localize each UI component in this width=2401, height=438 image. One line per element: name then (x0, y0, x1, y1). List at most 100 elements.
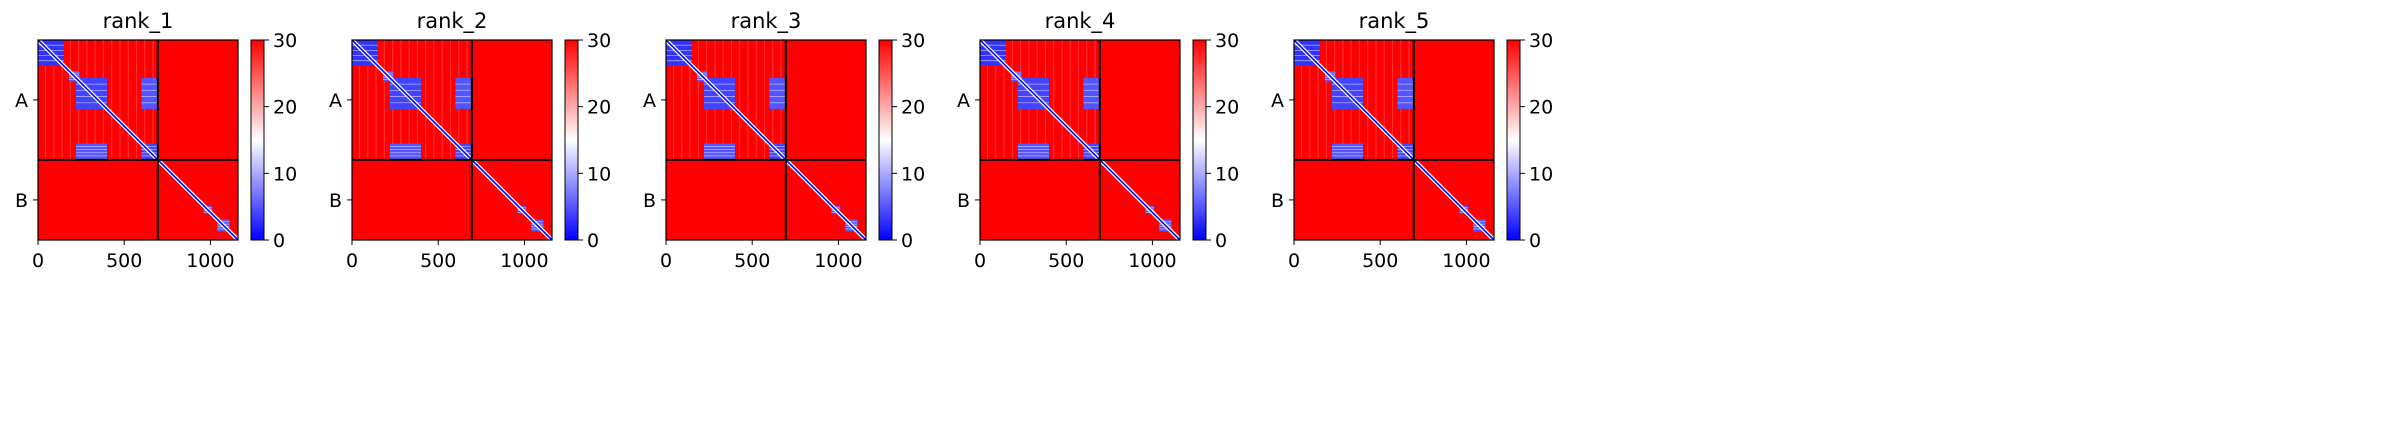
colorbar-tick-label: 0 (1215, 230, 1227, 252)
chain-label: A (643, 90, 656, 112)
colorbar (1192, 39, 1207, 241)
colorbar-tick-label: 30 (901, 30, 925, 52)
heatmap-texture (1367, 40, 1369, 160)
x-tick-label: 1000 (500, 250, 548, 272)
heatmap-texture (1375, 40, 1377, 160)
heatmap-texture (1061, 40, 1063, 160)
heatmap-plot (980, 40, 1180, 240)
low-error-region (703, 143, 735, 159)
heatmap-texture (367, 40, 369, 160)
panel-title: rank_1 (103, 9, 174, 34)
chain-label: B (15, 190, 28, 212)
plot-frame (979, 39, 1181, 241)
heatmap-texture (689, 40, 691, 160)
heatmap-texture (135, 40, 138, 160)
heatmap-texture (44, 40, 47, 160)
heatmap-texture (1053, 40, 1055, 160)
heatmap-texture (441, 40, 443, 160)
heatmap-texture (61, 40, 63, 160)
chain-label: B (643, 190, 656, 212)
x-tick-label: 500 (420, 250, 456, 272)
diagonal-line (666, 40, 866, 240)
x-tick-label: 1000 (186, 250, 234, 272)
colorbar-tick-label: 30 (1215, 30, 1239, 52)
heatmap-texture (1325, 40, 1327, 160)
colorbar-tick-label: 20 (273, 97, 297, 119)
colorbar (564, 39, 579, 241)
heatmap-texture (697, 40, 699, 160)
panel-title: rank_2 (417, 9, 488, 34)
heatmap-texture (1077, 40, 1080, 160)
chain-label: A (15, 90, 28, 112)
colorbar (878, 39, 893, 241)
heatmap-texture (1003, 40, 1005, 160)
plot-frame (351, 39, 553, 241)
heatmap-texture (425, 40, 427, 160)
colorbar-tick-label: 0 (587, 230, 599, 252)
plot-frame (1293, 39, 1495, 241)
low-error-region (1017, 143, 1049, 159)
low-error-region (769, 77, 785, 109)
heatmap-texture (449, 40, 452, 160)
panel-title: rank_5 (1359, 9, 1430, 34)
chain-label: A (957, 90, 970, 112)
colorbar-tick-label: 20 (587, 97, 611, 119)
heatmap-texture (1391, 40, 1394, 160)
colorbar-tick-label: 0 (273, 230, 285, 252)
heatmap-texture (763, 40, 766, 160)
heatmap-texture (739, 40, 741, 160)
x-tick-label: 1000 (1442, 250, 1490, 272)
x-tick-label: 0 (974, 250, 986, 272)
heatmap-texture (69, 40, 71, 160)
colorbar-tick-label: 30 (587, 30, 611, 52)
panel-title: rank_4 (1045, 9, 1116, 34)
heatmap-texture (358, 40, 361, 160)
heatmap-texture (111, 40, 113, 160)
colorbar-tick-label: 20 (1529, 97, 1553, 119)
heatmap-texture (1317, 40, 1319, 160)
heatmap-plot (38, 40, 238, 240)
heatmap-texture (1383, 40, 1385, 160)
panel-title: rank_3 (731, 9, 802, 34)
heatmap-plot (352, 40, 552, 240)
x-tick-label: 0 (1288, 250, 1300, 272)
x-tick-label: 500 (106, 250, 142, 272)
chain-label: B (329, 190, 342, 212)
low-error-region (75, 143, 107, 159)
colorbar-tick-label: 10 (587, 163, 611, 185)
colorbar-tick-label: 10 (901, 163, 925, 185)
x-tick-label: 1000 (1128, 250, 1176, 272)
x-tick-label: 500 (1362, 250, 1398, 272)
x-tick-label: 0 (32, 250, 44, 272)
low-error-region (389, 143, 421, 159)
colorbar-tick-label: 10 (273, 163, 297, 185)
plot-frame (665, 39, 867, 241)
heatmap-texture (433, 40, 435, 160)
colorbar-tick-label: 20 (1215, 97, 1239, 119)
diagonal-line (352, 40, 552, 240)
colorbar-tick-label: 10 (1529, 163, 1553, 185)
heatmap-texture (681, 40, 683, 160)
x-tick-label: 500 (734, 250, 770, 272)
heatmap-texture (375, 40, 377, 160)
colorbar-tick-label: 30 (273, 30, 297, 52)
low-error-region (1397, 77, 1413, 109)
heatmap-texture (1011, 40, 1013, 160)
heatmap-texture (1309, 40, 1311, 160)
colorbar-tick-label: 30 (1529, 30, 1553, 52)
panel-rank_3: rank_3 A B 0 500 1000 0 10 20 30 (643, 9, 925, 272)
chain-label: A (1271, 90, 1284, 112)
chain-label: A (329, 90, 342, 112)
low-error-region (455, 77, 471, 109)
colorbar (1506, 39, 1521, 241)
colorbar-tick-label: 10 (1215, 163, 1239, 185)
colorbar-tick-label: 0 (901, 230, 913, 252)
low-error-region (1331, 143, 1363, 159)
heatmap-plot (1294, 40, 1494, 240)
colorbar (250, 39, 265, 241)
colorbar-tick-label: 0 (1529, 230, 1541, 252)
x-tick-label: 0 (346, 250, 358, 272)
panel-rank_2: rank_2 A B 0 500 1000 0 10 20 30 (329, 9, 611, 272)
